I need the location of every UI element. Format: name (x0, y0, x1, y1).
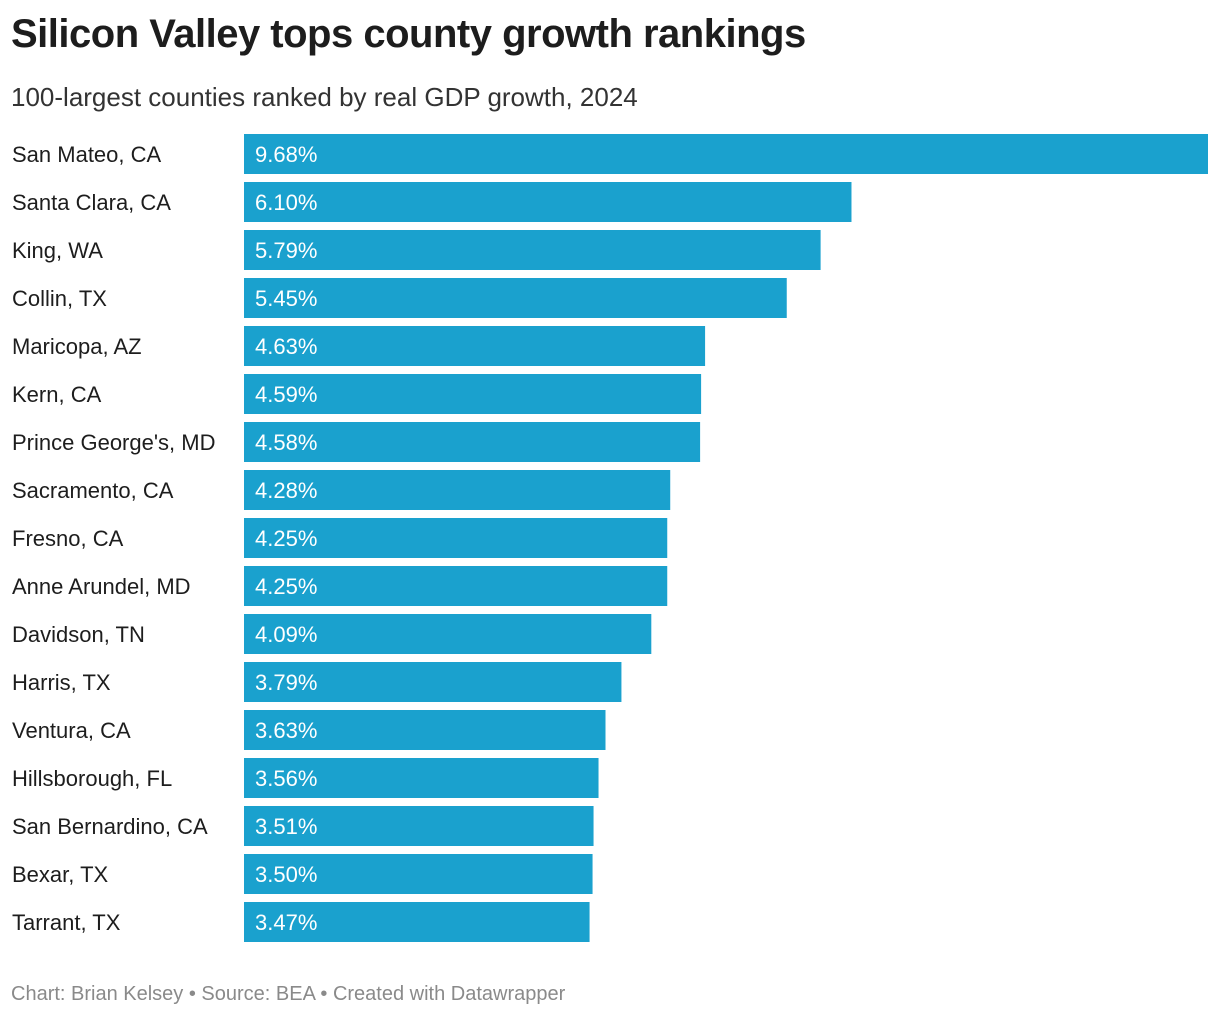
value-label: 3.50% (255, 862, 317, 887)
value-label: 4.63% (255, 334, 317, 359)
category-label: Harris, TX (12, 670, 111, 695)
category-label: Sacramento, CA (12, 478, 174, 503)
created-with-link[interactable]: Created with Datawrapper (332, 983, 566, 1005)
source-note: Source: BEA (201, 983, 315, 1005)
category-label: Maricopa, AZ (12, 334, 142, 359)
chart-credit: Chart: Brian Kelsey (11, 983, 184, 1005)
value-label: 3.51% (255, 814, 317, 839)
bar (244, 854, 593, 894)
category-label: Tarrant, TX (12, 910, 121, 935)
category-label: Kern, CA (12, 382, 102, 407)
value-label: 3.63% (255, 718, 317, 743)
bar (244, 566, 668, 606)
bar (244, 710, 606, 750)
value-label: 4.25% (255, 574, 317, 599)
bar (244, 758, 599, 798)
category-label: Collin, TX (12, 286, 107, 311)
bar (244, 134, 1208, 174)
bar (244, 806, 594, 846)
bar (244, 230, 821, 270)
footer: Chart: Brian Kelsey • Source: BEA • Crea… (11, 983, 565, 1006)
bar (244, 278, 787, 318)
bar (244, 662, 622, 702)
category-label: Santa Clara, CA (12, 190, 171, 215)
value-label: 4.25% (255, 526, 317, 551)
bar (244, 470, 671, 510)
value-label: 5.45% (255, 286, 317, 311)
value-label: 4.28% (255, 478, 317, 503)
footer-separator: • (183, 983, 202, 1005)
category-label: San Mateo, CA (12, 142, 162, 167)
value-label: 3.79% (255, 670, 317, 695)
category-label: Prince George's, MD (12, 430, 216, 455)
footer-separator: • (314, 983, 333, 1005)
category-label: Ventura, CA (12, 718, 131, 743)
category-label: Hillsborough, FL (12, 766, 172, 791)
bar (244, 614, 652, 654)
bar (244, 374, 702, 414)
value-label: 4.09% (255, 622, 317, 647)
value-label: 5.79% (255, 238, 317, 263)
chart-title: Silicon Valley tops county growth rankin… (11, 12, 806, 56)
value-label: 4.58% (255, 430, 317, 455)
chart-subtitle: 100-largest counties ranked by real GDP … (11, 82, 638, 112)
bar (244, 422, 701, 462)
bar (244, 902, 590, 942)
bar (244, 182, 852, 222)
bar (244, 326, 706, 366)
value-label: 3.56% (255, 766, 317, 791)
value-label: 9.68% (255, 142, 317, 167)
value-label: 4.59% (255, 382, 317, 407)
category-label: San Bernardino, CA (12, 814, 208, 839)
category-label: Bexar, TX (12, 862, 109, 887)
category-label: Anne Arundel, MD (12, 574, 191, 599)
category-label: King, WA (12, 238, 103, 263)
bar (244, 518, 668, 558)
value-label: 6.10% (255, 190, 317, 215)
value-label: 3.47% (255, 910, 317, 935)
category-label: Fresno, CA (12, 526, 124, 551)
category-label: Davidson, TN (12, 622, 145, 647)
